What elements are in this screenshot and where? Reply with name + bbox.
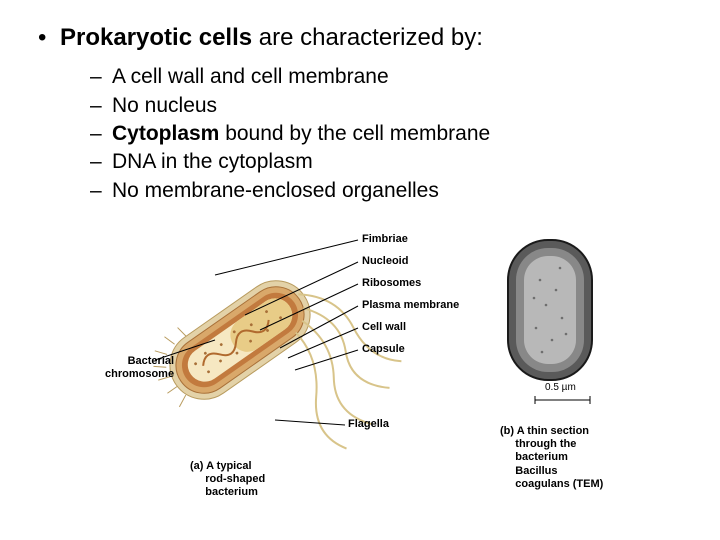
sub-text-post: bound by the cell membrane: [219, 122, 490, 145]
label-capsule: Capsule: [362, 343, 405, 356]
sub-item: –Cytoplasm bound by the cell membrane: [90, 120, 690, 148]
label-flagella: Flagella: [348, 418, 389, 431]
main-bullet: •Prokaryotic cells are characterized by:: [38, 22, 690, 53]
caption-b: (b) A thin section through the bacterium…: [500, 425, 603, 491]
label-cell-wall: Cell wall: [362, 321, 406, 334]
sub-item: –No nucleus: [90, 92, 690, 120]
sub-text-pre: DNA in the cytoplasm: [112, 150, 313, 173]
slide: •Prokaryotic cells are characterized by:…: [0, 0, 720, 540]
bullet-marker: •: [38, 22, 60, 53]
sub-text-pre: A cell wall and cell membrane: [112, 65, 389, 88]
sub-bullet-list: –A cell wall and cell membrane –No nucle…: [90, 63, 690, 205]
label-bacterial-chromosome: Bacterial chromosome: [105, 355, 174, 380]
sub-item: –A cell wall and cell membrane: [90, 63, 690, 91]
label-fimbriae: Fimbriae: [362, 233, 408, 246]
dash-marker: –: [90, 63, 112, 91]
dash-marker: –: [90, 148, 112, 176]
label-plasma-membrane: Plasma membrane: [362, 299, 459, 312]
sub-text-pre: No nucleus: [112, 94, 217, 117]
label-ribosomes: Ribosomes: [362, 277, 421, 290]
sub-item: –No membrane-enclosed organelles: [90, 177, 690, 205]
label-nucleoid: Nucleoid: [362, 255, 408, 268]
main-bullet-bold: Prokaryotic cells: [60, 24, 252, 51]
dash-marker: –: [90, 177, 112, 205]
caption-a: (a) A typical rod-shaped bacterium: [190, 460, 265, 500]
dash-marker: –: [90, 120, 112, 148]
sub-text-bold: Cytoplasm: [112, 122, 219, 145]
figure-area: Fimbriae Nucleoid Ribosomes Plasma membr…: [120, 230, 660, 520]
scale-bar-text: 0.5 µm: [545, 382, 576, 393]
main-bullet-rest: are characterized by:: [252, 24, 483, 51]
sub-text-pre: No membrane-enclosed organelles: [112, 179, 439, 202]
dash-marker: –: [90, 92, 112, 120]
sub-item: –DNA in the cytoplasm: [90, 148, 690, 176]
